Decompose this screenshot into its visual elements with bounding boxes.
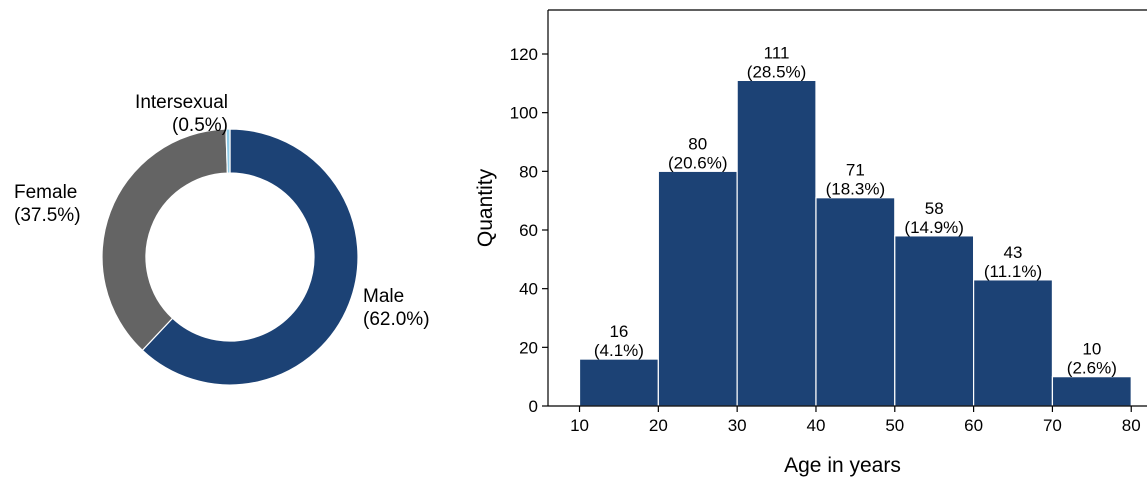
histogram-bar-50-60 — [894, 235, 975, 407]
x-tick-label: 30 — [728, 416, 747, 435]
slice-label-male: Male — [363, 286, 404, 307]
donut-slice-intersexual — [225, 128, 231, 174]
slice-label-intersexual: Intersexual — [135, 92, 228, 113]
y-tick-label: 0 — [529, 397, 538, 416]
bar-count-label: 111 — [764, 43, 790, 62]
x-axis-title: Age in years — [784, 454, 901, 477]
y-tick-label: 100 — [510, 104, 538, 123]
donut-slice-male — [141, 128, 359, 386]
x-tick-label: 20 — [649, 416, 668, 435]
donut-chart-panel: Male (62.0%) Female (37.5%) Intersexual (0.5%… — [0, 0, 470, 479]
x-tick-label: 70 — [1043, 416, 1062, 435]
donut-slice-female — [101, 128, 228, 352]
bar-percent-label: (2.6%) — [1067, 359, 1117, 378]
x-tick-label: 40 — [807, 416, 826, 435]
bar-percent-label: (20.6%) — [668, 153, 728, 172]
y-tick-label: 80 — [519, 162, 538, 181]
histogram-bar-40-50 — [815, 197, 896, 407]
histogram-bar-60-70 — [973, 279, 1054, 407]
histogram-panel: 16 (4.1%) 80 (20.6%) 111 (28.5%) 71 (18.3%) 58 (1… — [470, 0, 1147, 479]
bar-percent-label: (18.3%) — [826, 180, 886, 199]
bar-count-label: 43 — [1004, 243, 1023, 262]
slice-percent-female: (37.5%) — [14, 205, 81, 226]
histogram-bar-70-80 — [1051, 376, 1132, 407]
y-tick-label: 40 — [519, 280, 538, 299]
x-tick-label: 10 — [570, 416, 589, 435]
bar-percent-label: (4.1%) — [594, 341, 644, 360]
histogram-chart: 16(4.1%)80(20.6%)111(28.5%)71(18.3%)58(1… — [474, 9, 1147, 477]
y-tick-label: 120 — [510, 45, 538, 64]
x-tick-label: 60 — [964, 416, 983, 435]
donut-chart: Male(62.0%) Female(37.5%) Intersexual(0.5%… — [14, 92, 430, 386]
bar-percent-label: (28.5%) — [747, 62, 807, 81]
slice-percent-male: (62.0%) — [363, 309, 430, 330]
x-tick-label: 80 — [1122, 416, 1141, 435]
bar-percent-label: (11.1%) — [984, 262, 1042, 281]
histogram-bar-30-40 — [736, 79, 817, 407]
y-axis-title: Quantity — [474, 168, 497, 247]
x-tick-label: 50 — [885, 416, 904, 435]
slice-percent-intersexual: (0.5%) — [172, 115, 228, 136]
y-tick-label: 60 — [519, 221, 538, 240]
y-tick-label: 20 — [519, 338, 538, 357]
bar-count-label: 16 — [609, 322, 628, 341]
bar-percent-label: (14.9%) — [904, 218, 964, 237]
bar-count-label: 10 — [1082, 340, 1101, 359]
bar-count-label: 71 — [846, 161, 865, 180]
bar-count-label: 80 — [688, 134, 707, 153]
bar-count-label: 58 — [925, 199, 944, 218]
slice-label-female: Female — [14, 182, 77, 203]
histogram-bar-10-20 — [578, 358, 659, 407]
histogram-bar-20-30 — [657, 170, 738, 407]
